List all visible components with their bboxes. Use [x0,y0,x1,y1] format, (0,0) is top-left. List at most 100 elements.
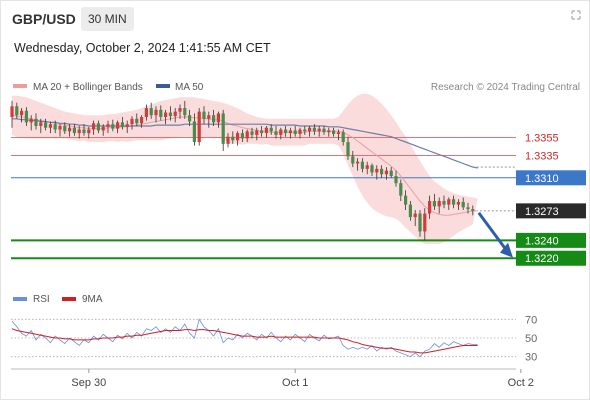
candle [413,209,417,227]
candle [192,113,196,146]
candle [336,129,340,141]
forecast-arrow-shaft [477,211,508,251]
candle-body [192,121,196,143]
last-price-tag [516,203,586,219]
candle-body [63,125,67,132]
candle-body [159,109,163,118]
candle [140,115,144,128]
ma50-line [12,118,478,169]
candle-body [111,124,115,129]
candle-body [125,124,129,127]
candle [308,125,312,137]
level-tags: 1.3355 1.3335 1.3310 1.3240 1.3220 1.3273 [516,133,586,266]
candle [183,100,187,119]
bollinger-band-area [12,93,478,244]
candle-body [72,127,76,134]
candle-body [399,183,403,196]
candle [216,111,220,128]
candle-body [44,122,48,128]
candle [375,165,379,180]
candle [72,124,76,136]
candle-body [240,133,244,139]
pivot-label: 1.3310 [525,173,559,185]
chart-datetime: Wednesday, October 2, 2024 1:41:55 AM CE… [14,41,271,55]
candle [370,163,374,177]
last-price-label: 1.3273 [525,206,559,218]
ma20-line [11,114,478,216]
symbol-title: GBP/USD [12,11,76,27]
candle [77,125,81,139]
candle-body [303,129,307,132]
rsi-legend-label: RSI [33,294,50,305]
candle [356,158,360,171]
candle [34,113,38,130]
candle [106,120,110,134]
candle-body [164,112,168,118]
candle [360,158,364,173]
support-tag-1 [516,232,586,248]
candle [58,124,62,137]
candle [39,118,43,134]
candle-body [269,127,273,132]
candle-body [327,130,331,133]
candle-body [116,122,120,129]
candle [101,124,105,136]
candle [461,197,465,210]
candle-body [274,131,278,135]
rsi-tick-30: 30 [525,352,537,364]
candle-body [216,113,220,123]
candle [250,127,254,139]
candle-body [332,130,336,134]
pivot-tag [516,170,586,186]
candle-body [408,204,412,218]
candle-body [322,128,326,133]
candle [82,124,86,136]
interval-badge[interactable]: 30 MIN [81,7,134,31]
candle [29,115,33,131]
candle-body [284,129,288,134]
candle [394,170,398,187]
candle-body [106,124,110,127]
candle [135,113,139,126]
candle [164,109,168,125]
candle [178,104,182,119]
candle [274,125,278,139]
candlesticks [10,100,475,241]
candle-body [188,115,192,122]
x-tick-label: Oct 1 [282,377,308,389]
candle [48,121,52,134]
candle [120,117,124,130]
candle-body [173,111,177,117]
candle-body [255,130,259,135]
candle-body [351,156,355,164]
candle-body [365,165,369,169]
candle-body [197,111,201,143]
candle-body [20,110,24,116]
candle-body [154,109,158,116]
candle [423,208,427,241]
candle [212,109,216,126]
x-tick-label: Oct 2 [508,377,534,389]
rsi-tick-70: 70 [525,314,537,326]
candle [456,199,460,210]
candle [471,205,475,216]
candle [279,127,283,140]
rsi-panel: 70 50 30 [11,314,537,364]
rsi-ma-legend-swatch [62,297,76,301]
chart-header: GBP/USD 30 MIN [0,0,590,38]
candle-body [245,131,249,139]
candle-body [39,122,43,126]
candle-body [236,133,240,141]
resize-icon[interactable] [571,10,581,20]
candle [447,197,451,210]
candle-body [168,112,172,117]
resistance-label-2: 1.3335 [525,150,559,162]
candle-body [380,168,384,175]
candle-body [149,108,153,116]
candle [346,136,350,160]
candle-body [452,199,456,205]
bollinger-bands [12,93,478,244]
candle-body [356,161,360,164]
candle [466,202,470,214]
